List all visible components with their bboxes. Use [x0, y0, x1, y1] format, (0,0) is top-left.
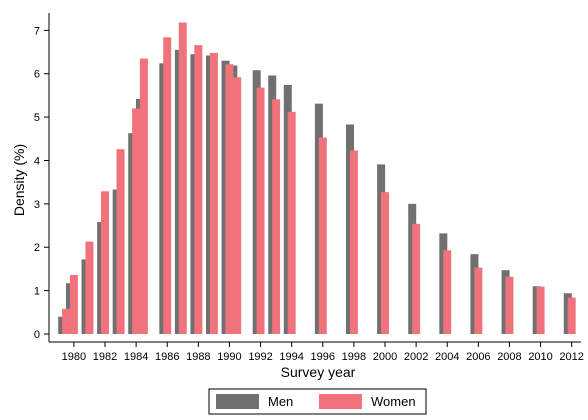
bar-women-9: [194, 45, 203, 334]
bar-women-6: [139, 58, 148, 335]
legend-swatch-women: [319, 394, 362, 409]
axes-layer: [48, 13, 581, 343]
x-tick-label: 2012: [559, 351, 583, 363]
bar-women-18: [381, 192, 389, 334]
bar-women-24: [567, 297, 576, 334]
x-tick-label: 1990: [217, 351, 241, 363]
bar-women-17: [349, 150, 358, 334]
x-tick-label: 1998: [342, 351, 366, 363]
bar-women-16: [318, 137, 327, 334]
bar-women-0: [62, 308, 71, 334]
y-tick-label: 3: [34, 199, 40, 211]
bar-women-7: [163, 37, 172, 334]
x-tick-label: 2006: [466, 351, 490, 363]
x-tick-label: 2004: [435, 351, 459, 363]
y-tick-label: 4: [34, 155, 40, 167]
bar-women-20: [443, 250, 452, 334]
bar-women-1: [69, 275, 78, 334]
x-tick-label: 2008: [497, 351, 521, 363]
x-tick-label: 1994: [279, 351, 303, 363]
bar-women-8: [178, 22, 187, 334]
x-tick-label: 1982: [93, 351, 117, 363]
x-tick-label: 1992: [248, 351, 272, 363]
bars-layer: [58, 22, 576, 335]
bar-women-14: [272, 99, 281, 334]
x-tick-label: 1988: [186, 351, 210, 363]
bar-women-19: [412, 223, 421, 334]
bar-women-13: [256, 87, 265, 334]
bar-women-23: [536, 286, 545, 334]
x-tick-label: 2000: [373, 351, 397, 363]
y-tick-label: 1: [34, 286, 40, 298]
bar-women-21: [474, 267, 483, 334]
y-tick-label: 7: [34, 25, 40, 37]
x-tick-label: 1996: [311, 351, 335, 363]
bar-women-12: [233, 77, 242, 334]
y-axis-title: Density (%): [11, 144, 27, 216]
legend-swatch-men: [216, 394, 259, 409]
bar-women-2: [85, 241, 94, 334]
y-tick-label: 0: [34, 329, 40, 341]
bar-women-4: [116, 149, 125, 334]
bar-women-15: [287, 111, 296, 335]
x-tick-label: 1986: [155, 351, 179, 363]
x-axis-title: Survey year: [281, 364, 356, 380]
x-tick-label: 1980: [62, 351, 86, 363]
y-tick-label: 6: [34, 69, 40, 81]
x-tick-label: 1984: [124, 351, 148, 363]
y-tick-label: 2: [34, 242, 40, 254]
x-tick-label: 2010: [528, 351, 552, 363]
bar-women-22: [505, 276, 514, 334]
bar-women-5: [132, 108, 141, 335]
legend-box: [208, 388, 427, 415]
y-tick-label: 5: [34, 112, 40, 124]
bar-women-3: [101, 191, 109, 334]
bar-women-11: [225, 64, 234, 334]
legend: Men Women: [208, 388, 427, 415]
x-tick-label: 2002: [404, 351, 428, 363]
y-ticks-layer: 0 1 2 3 4 5 6 7: [34, 25, 49, 341]
bar-women-10: [209, 52, 218, 334]
legend-label-women: Women: [371, 394, 416, 409]
x-ticks-layer: 1980 1982 1984 1986 1988 1990 1992 1994 1996 1998…: [62, 342, 584, 363]
legend-label-men: Men: [268, 394, 293, 409]
